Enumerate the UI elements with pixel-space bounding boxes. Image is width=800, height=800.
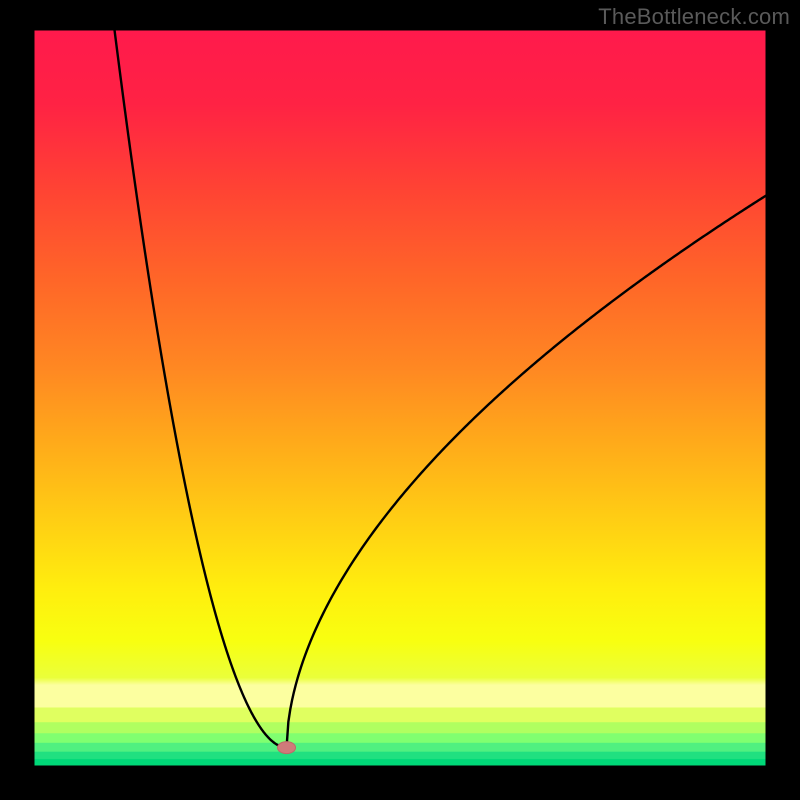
- bottleneck-chart: [0, 0, 800, 800]
- watermark-text: TheBottleneck.com: [598, 4, 790, 30]
- plot-background: [34, 30, 766, 766]
- optimal-point-marker: [278, 742, 296, 754]
